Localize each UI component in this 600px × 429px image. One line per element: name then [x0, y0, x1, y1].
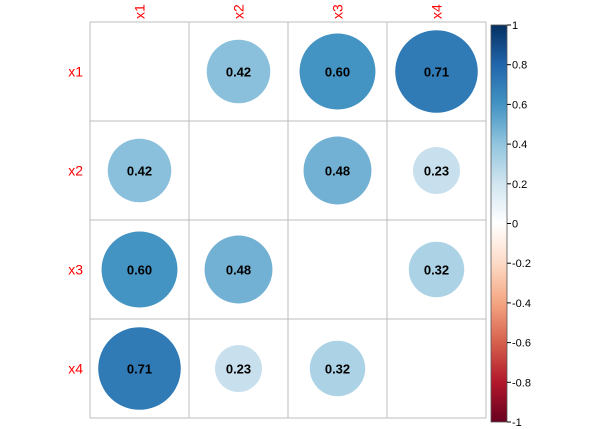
colorbar-tick-label: 0.2: [512, 179, 527, 191]
col-label-x4: x4: [429, 4, 445, 19]
corr-circle-x2-x1: [107, 138, 172, 203]
row-label-x1: x1: [68, 64, 83, 80]
corr-value-x1-x4: 0.71: [424, 65, 449, 80]
corr-value-x2-x4: 0.23: [424, 164, 449, 179]
colorbar-tick-label: -0.8: [512, 377, 531, 389]
corr-value-x4-x3: 0.32: [325, 362, 350, 377]
col-label-x1: x1: [132, 4, 148, 19]
colorbar-tick-label: 1: [512, 20, 518, 32]
corr-circle-x2-x3: [303, 136, 372, 205]
corr-value-x2-x1: 0.42: [127, 164, 152, 179]
corr-circle-x3-x1: [101, 231, 178, 308]
correlation-circles: [98, 30, 478, 410]
row-label-x2: x2: [68, 163, 83, 179]
colorbar-gradient: [490, 24, 508, 423]
corr-value-x3-x1: 0.60: [127, 263, 152, 278]
cell-values: 0.42 0.60 0.71 0.42 0.48 0.23 0.60 0.48 0.32 0.71…: [127, 65, 449, 377]
corr-value-x2-x3: 0.48: [325, 164, 350, 179]
colorbar-tick-label: 0: [512, 219, 518, 231]
col-label-x2: x2: [231, 4, 247, 19]
colorbar-tick-label: -0.6: [512, 338, 531, 350]
corr-circle-x2-x4: [413, 147, 460, 194]
colorbar-tick-label: 0.4: [512, 139, 527, 151]
colorbar-tick-label: -0.2: [512, 258, 531, 270]
corr-circle-x4-x1: [98, 327, 181, 410]
corr-circle-x3-x4: [408, 241, 465, 298]
color-legend: 1 0.8 0.6 0.4 0.2 0 -0.2 -0.4 -0.6 -0.8 -1: [490, 20, 531, 429]
colorbar-tick-label: -0.4: [512, 298, 531, 310]
colorbar-tick-label: 0.8: [512, 60, 527, 72]
row-label-x3: x3: [68, 262, 83, 278]
corr-circle-x1-x2: [206, 39, 271, 104]
corr-value-x4-x2: 0.23: [226, 362, 251, 377]
corr-circle-x4-x2: [215, 345, 262, 392]
grid: [89, 21, 487, 419]
corr-value-x3-x2: 0.48: [226, 263, 251, 278]
colorbar-tick-label: 0.6: [512, 99, 527, 111]
corr-circle-x4-x3: [309, 340, 366, 397]
row-label-x4: x4: [68, 361, 83, 377]
corr-value-x1-x2: 0.42: [226, 65, 251, 80]
corr-circle-x3-x2: [204, 235, 273, 304]
colorbar-tick-label: -1: [512, 417, 522, 429]
corr-value-x3-x4: 0.32: [424, 263, 449, 278]
corr-value-x4-x1: 0.71: [127, 362, 152, 377]
corr-value-x1-x3: 0.60: [325, 65, 350, 80]
corr-circle-x1-x4: [395, 30, 478, 113]
row-labels: x1 x2 x3 x4: [68, 64, 83, 377]
column-labels: x1 x2 x3 x4: [132, 4, 445, 19]
col-label-x3: x3: [330, 4, 346, 19]
corr-circle-x1-x3: [299, 33, 376, 110]
